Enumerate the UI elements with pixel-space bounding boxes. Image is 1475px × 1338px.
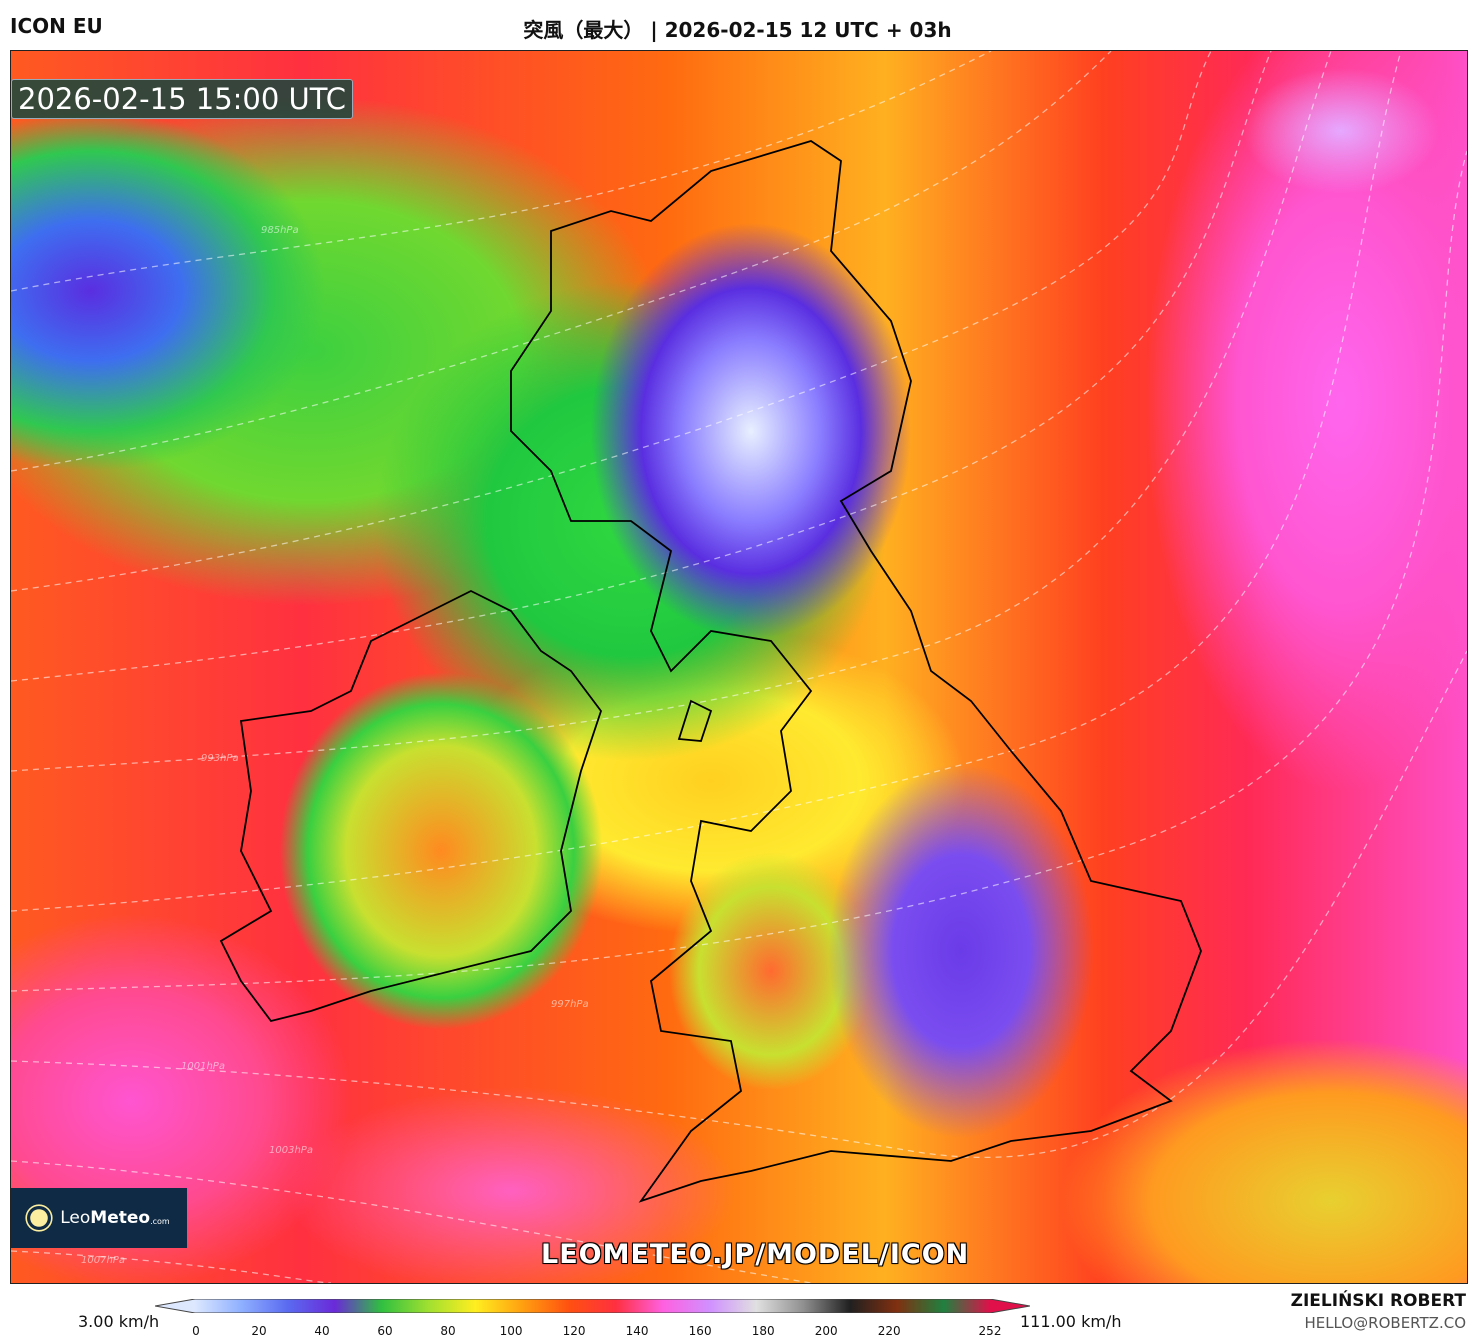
logo-leo: Leo — [60, 1208, 91, 1228]
colorbar-tick-label: 20 — [251, 1324, 267, 1338]
colorbar-tick-label: 80 — [440, 1324, 456, 1338]
model-name: ICON EU — [10, 14, 103, 38]
colorbar-tick-label: 100 — [499, 1324, 523, 1338]
colorbar-tick-label: 200 — [814, 1324, 838, 1338]
map-overlay — [11, 51, 1467, 1283]
leometeo-logo[interactable]: Leo Meteo .com — [11, 1188, 187, 1248]
isobar-label: 985hPa — [261, 225, 299, 236]
isobar-label: 997hPa — [551, 999, 589, 1010]
valid-time-label: 2026-02-15 15:00 UTC — [11, 79, 354, 119]
logo-com: .com — [150, 1216, 170, 1226]
author-credit: ZIELIŃSKI ROBERT — [1290, 1291, 1466, 1311]
coastlines — [219, 140, 1202, 1203]
isobars — [11, 51, 1467, 1283]
colorbar-max-label: 111.00 km/h — [1020, 1312, 1122, 1331]
colorbar-tick-label: 60 — [377, 1324, 393, 1338]
colorbar-tick-label: 120 — [562, 1324, 586, 1338]
isobar-label: 1003hPa — [269, 1145, 313, 1156]
colorbar-tick-label: 0 — [192, 1324, 200, 1338]
colorbar-tick-label: 140 — [625, 1324, 649, 1338]
colorbar-min-label: 3.00 km/h — [78, 1312, 160, 1331]
isobar-label: 1007hPa — [81, 1255, 125, 1266]
colorbar — [155, 1299, 1030, 1313]
colorbar-tick-label: 40 — [314, 1324, 330, 1338]
source-watermark: LEOMETEO.JP/MODEL/ICON — [541, 1239, 970, 1270]
logo-meteo: Meteo — [90, 1208, 151, 1228]
isobar-label: 993hPa — [201, 753, 239, 764]
sun-icon — [30, 1209, 49, 1227]
wind-gust-map[interactable]: 2026-02-15 15:00 UTC 985hPa 993hPa 997hP… — [10, 50, 1468, 1284]
isobar-label: 1001hPa — [181, 1061, 225, 1072]
map-title: 突風（最大） | 2026-02-15 12 UTC + 03h — [523, 18, 952, 42]
colorbar-tick-label: 220 — [877, 1324, 901, 1338]
author-email: HELLO@ROBERTZ.CO — [1304, 1314, 1466, 1332]
colorbar-tick-label: 160 — [688, 1324, 712, 1338]
colorbar-tick-label: 252 — [978, 1324, 1002, 1338]
colorbar-tick-label: 180 — [751, 1324, 775, 1338]
